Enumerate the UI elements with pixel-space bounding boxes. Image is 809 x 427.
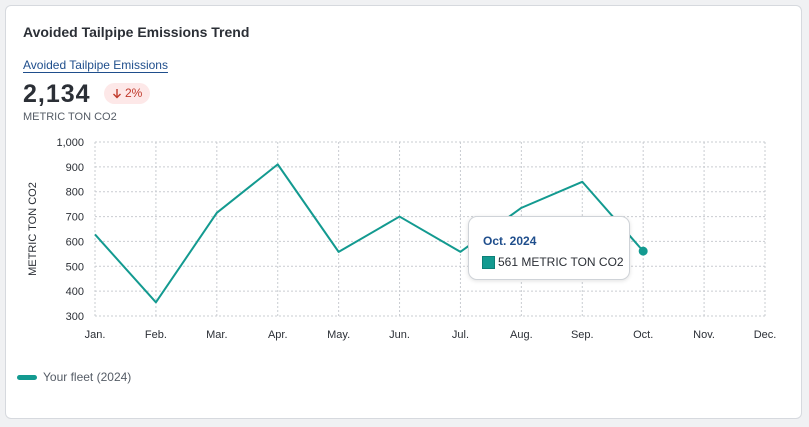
x-tick-label: Mar.	[206, 329, 227, 341]
y-tick-label: 400	[66, 286, 84, 298]
legend-item-your-fleet[interactable]: Your fleet (2024)	[17, 370, 131, 384]
data-point[interactable]	[453, 245, 467, 259]
chart-series	[88, 157, 648, 309]
y-axis-title: METRIC TON CO2	[27, 182, 39, 276]
data-point[interactable]	[514, 201, 528, 215]
x-tick-label: Sep.	[571, 329, 594, 341]
x-tick-label: Jan.	[85, 329, 106, 341]
y-axis-ticks: 300 400 500 600 700 800 900 1,000	[56, 137, 84, 323]
chart-tooltip: Oct. 2024 561 METRIC TON CO2	[468, 216, 630, 280]
metric-label-link[interactable]: Avoided Tailpipe Emissions	[23, 58, 168, 72]
card-title: Avoided Tailpipe Emissions Trend	[23, 24, 250, 40]
metric-unit: METRIC TON CO2	[23, 111, 117, 123]
legend-swatch	[17, 374, 37, 380]
tooltip-title: Oct. 2024	[483, 234, 537, 248]
y-tick-label: 300	[66, 311, 84, 323]
data-point[interactable]	[149, 295, 163, 309]
x-tick-label: Apr.	[268, 329, 288, 341]
y-tick-label: 600	[66, 236, 84, 248]
series-line	[94, 163, 644, 304]
x-tick-label: Nov.	[693, 329, 715, 341]
emissions-trend-card: Avoided Tailpipe Emissions Trend Avoided…	[5, 5, 802, 419]
highlighted-data-point[interactable]	[638, 246, 648, 256]
y-tick-label: 700	[66, 212, 84, 224]
tooltip-value: 561 METRIC TON CO2	[498, 255, 624, 269]
x-axis-ticks: Jan. Feb. Mar. Apr. May. Jun. Jul. Aug. Sep. Oct.…	[85, 329, 777, 341]
data-point[interactable]	[210, 206, 224, 220]
chart-grid	[94, 141, 766, 317]
delta-value: 2%	[125, 86, 143, 100]
tooltip-row: 561 METRIC TON CO2	[482, 255, 624, 269]
y-tick-label: 1,000	[56, 137, 84, 149]
x-tick-label: May.	[327, 329, 350, 341]
arrow-down-icon	[112, 88, 122, 99]
legend-label: Your fleet (2024)	[43, 370, 132, 384]
x-tick-label: Jun.	[389, 329, 410, 341]
metric-value: 2,134	[23, 80, 91, 108]
data-point[interactable]	[88, 227, 102, 241]
delta-badge: 2%	[104, 83, 151, 104]
y-tick-label: 800	[66, 187, 84, 199]
x-tick-label: Feb.	[145, 329, 167, 341]
y-tick-label: 500	[66, 261, 84, 273]
y-tick-label: 900	[66, 162, 84, 174]
x-tick-label: Oct.	[633, 329, 653, 341]
x-tick-label: Aug.	[510, 329, 533, 341]
data-point[interactable]	[393, 210, 407, 224]
data-point[interactable]	[575, 175, 589, 189]
data-point[interactable]	[332, 245, 346, 259]
tooltip-series-swatch	[482, 255, 495, 269]
data-point[interactable]	[271, 157, 285, 171]
x-tick-label: Jul.	[452, 329, 469, 341]
x-tick-label: Dec.	[754, 329, 777, 341]
